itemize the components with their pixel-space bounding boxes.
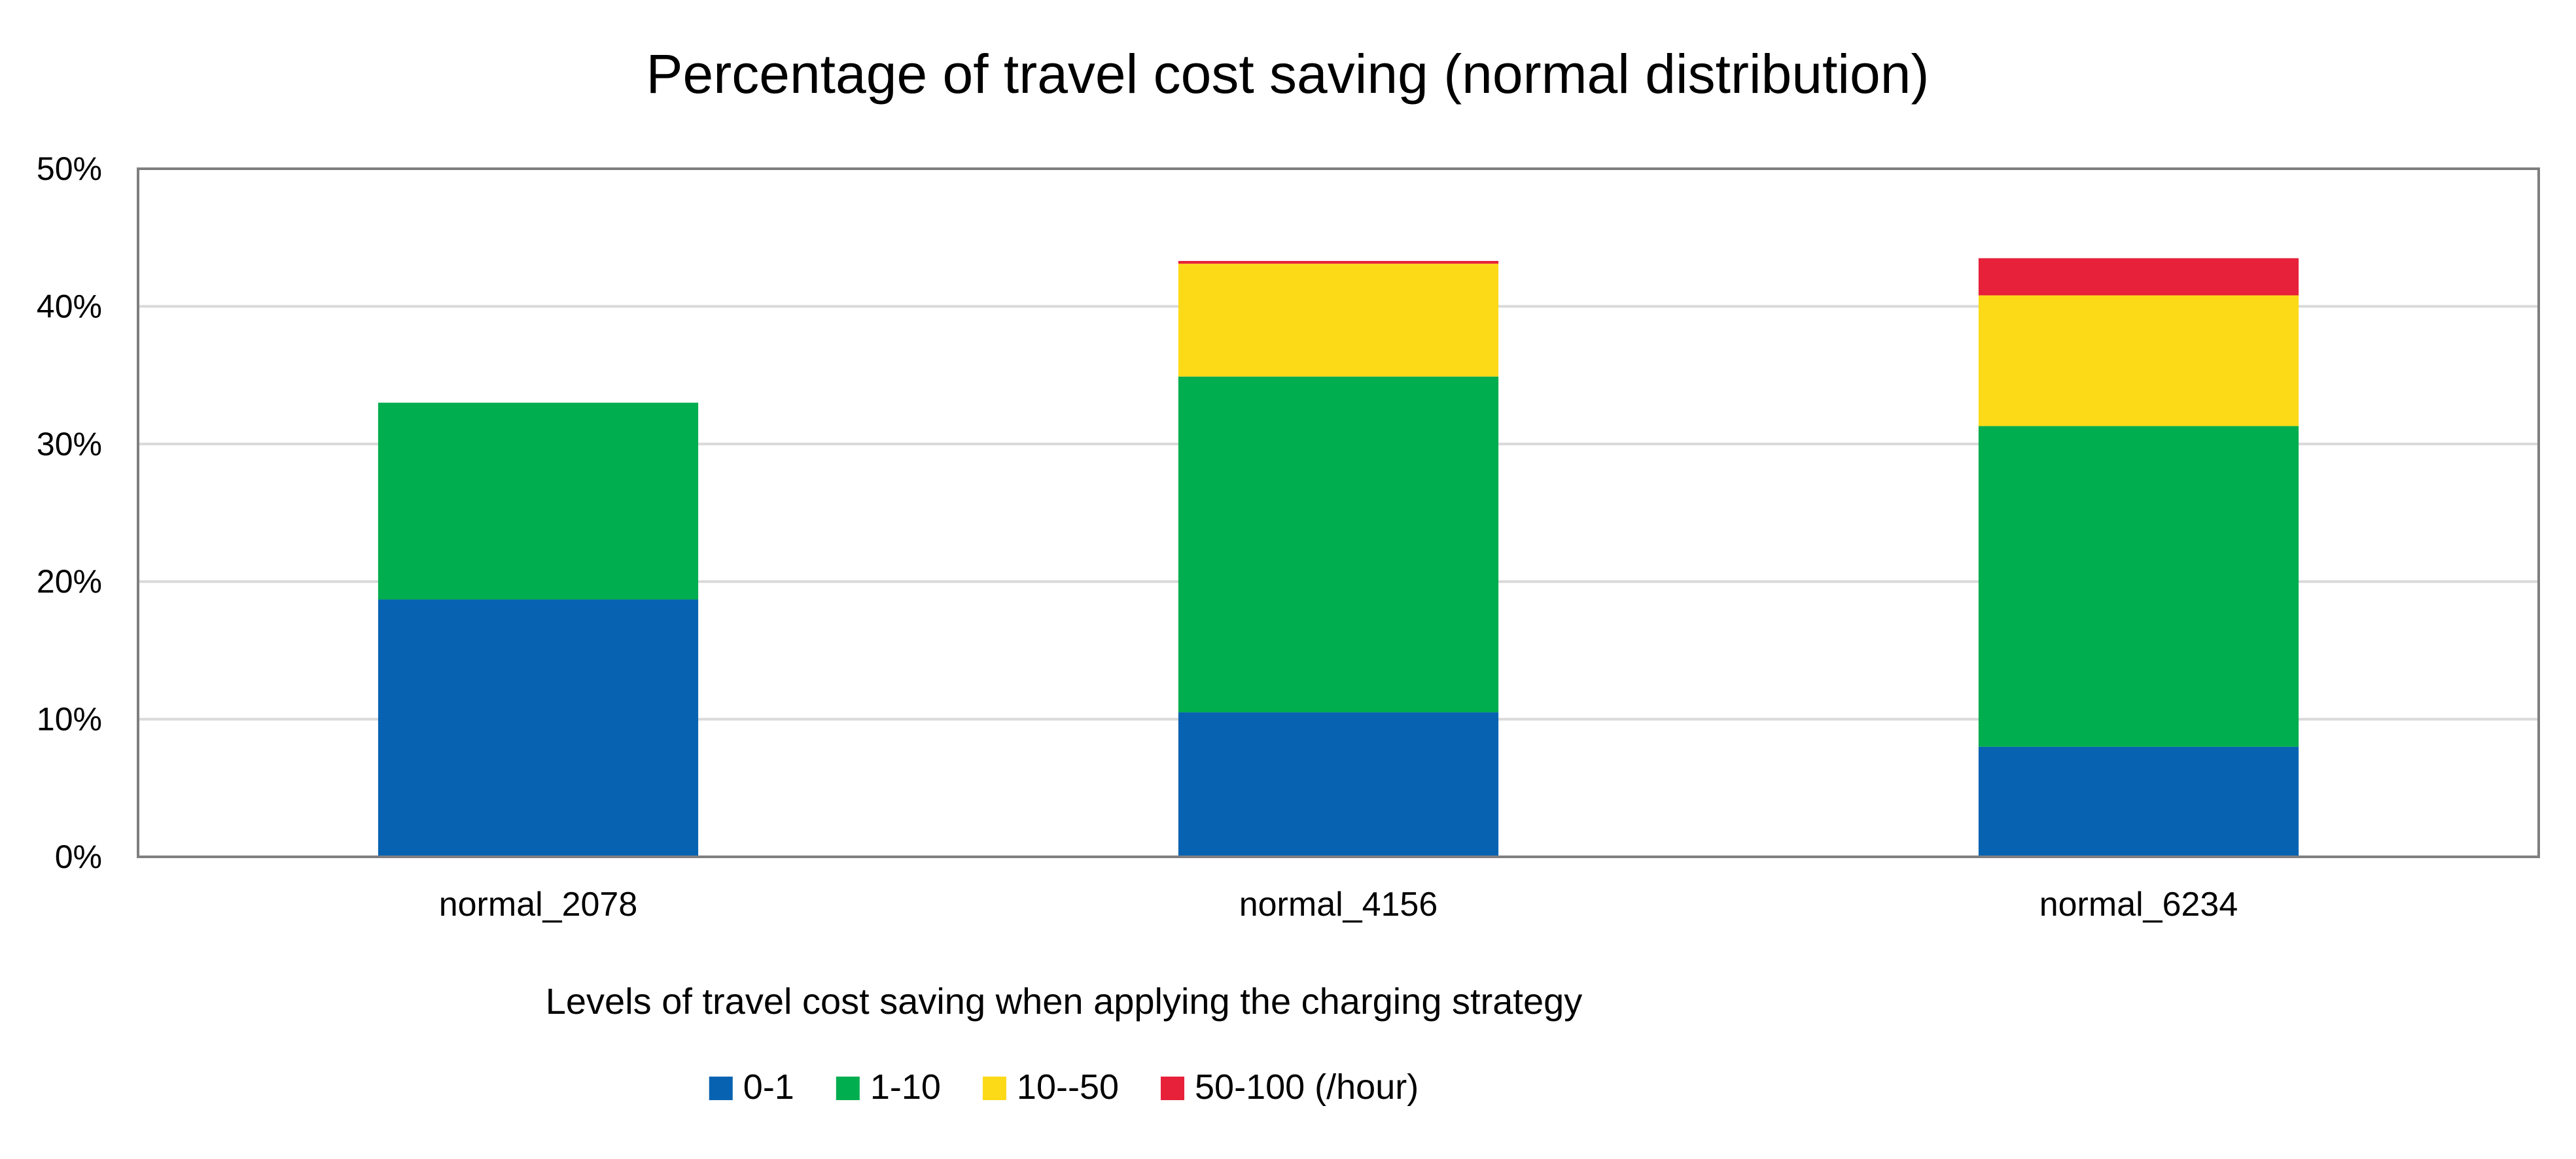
legend-swatch <box>836 1077 860 1100</box>
bar-segment-normal_6234-1-10 <box>1978 426 2299 747</box>
legend-item: 50-100 (/hour) <box>1161 1067 1419 1107</box>
y-tick-label: 40% <box>37 288 102 324</box>
y-tick-label: 50% <box>37 150 102 187</box>
legend-label: 10--50 <box>1017 1067 1119 1107</box>
y-tick-label: 10% <box>37 701 102 738</box>
legend-item: 10--50 <box>982 1067 1119 1107</box>
legend-swatch <box>1161 1077 1185 1100</box>
y-tick-label: 0% <box>55 839 102 875</box>
y-tick-label: 20% <box>37 563 102 600</box>
x-axis-categories: normal_2078 normal_4156 normal_6234 <box>439 886 2238 924</box>
bar-segment-normal_4156-10-50 <box>1178 264 1499 377</box>
x-category-label: normal_6234 <box>2039 886 2238 924</box>
bar-segment-normal_4156-0-1 <box>1178 712 1499 857</box>
chart-title: Percentage of travel cost saving (normal… <box>646 43 1930 105</box>
plot-area-frame <box>137 167 2540 858</box>
y-axis-ticks: 0% 10% 20% 30% 40% 50% <box>37 150 102 875</box>
bar-segment-normal_4156-1-10 <box>1178 376 1499 713</box>
x-category-label: normal_4156 <box>1239 886 1438 924</box>
x-axis-title: Levels of travel cost saving when applyi… <box>546 980 1582 1022</box>
legend-swatch <box>982 1077 1006 1100</box>
bar-segment-normal_6234-10-50 <box>1978 295 2299 426</box>
bar-segment-normal_2078-0-1 <box>378 599 699 857</box>
legend-item: 0-1 <box>709 1067 794 1107</box>
bars <box>378 258 2299 857</box>
legend-swatch <box>709 1077 733 1100</box>
y-tick-label: 30% <box>37 426 102 462</box>
legend-item: 1-10 <box>836 1067 941 1107</box>
legend: 0-1 1-10 10--50 50-100 (/hour) <box>709 1067 1419 1107</box>
bar-segment-normal_6234-0-1 <box>1978 746 2299 857</box>
legend-label: 1-10 <box>870 1067 941 1107</box>
x-category-label: normal_2078 <box>439 886 638 924</box>
bar-segment-normal_4156-50-100-hour- <box>1178 260 1499 264</box>
bar-segment-normal_2078-1-10 <box>378 402 699 600</box>
bar-segment-normal_6234-50-100-hour- <box>1978 258 2299 296</box>
legend-label: 50-100 (/hour) <box>1195 1067 1419 1107</box>
legend-label: 0-1 <box>743 1067 794 1107</box>
